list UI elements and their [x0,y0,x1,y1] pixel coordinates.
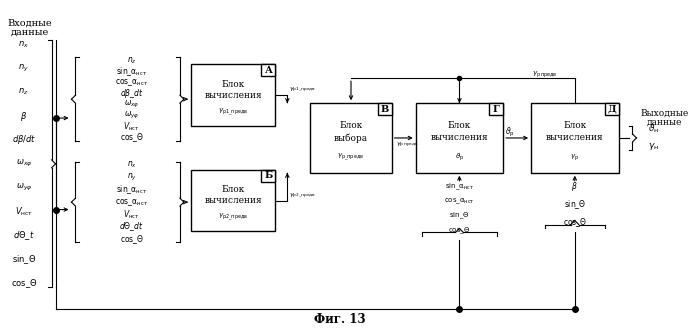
Text: Б: Б [265,171,272,180]
Text: $d\beta/dt$: $d\beta/dt$ [12,133,36,147]
Text: $\rm sin\_\alpha_{\rm нст}$: $\rm sin\_\alpha_{\rm нст}$ [445,181,474,192]
Bar [310,103,392,173]
Text: $\vartheta_{\rm р}$: $\vartheta_{\rm р}$ [505,125,515,138]
Text: $\rm cos\_\Theta$: $\rm cos\_\Theta$ [448,225,470,236]
Bar [604,103,618,115]
Text: $\gamma_{\rm р2\_предв}$: $\gamma_{\rm р2\_предв}$ [289,192,316,200]
Text: $n_x$: $n_x$ [18,39,29,50]
Text: выбора: выбора [334,133,368,143]
Text: $V_{\rm нст}$: $V_{\rm нст}$ [124,121,140,133]
Text: $\rm cos\_\alpha_{\rm нст}$: $\rm cos\_\alpha_{\rm нст}$ [115,77,148,88]
Text: $\rm sin\_\alpha_{\rm нст}$: $\rm sin\_\alpha_{\rm нст}$ [116,183,147,196]
Text: Блок: Блок [448,121,471,130]
Bar [531,103,618,173]
Text: вычисления: вычисления [205,91,262,100]
Text: $\rm sin\_\Theta$: $\rm sin\_\Theta$ [564,198,586,211]
Text: данные: данные [646,117,682,127]
Text: $\gamma_{\rm р\_предв}$: $\gamma_{\rm р\_предв}$ [337,152,364,163]
Text: $d\beta\_dt$: $d\beta\_dt$ [120,87,144,100]
Text: $\rm cos\_\Theta$: $\rm cos\_\Theta$ [563,216,587,229]
Text: $n_z$: $n_z$ [18,87,29,97]
Text: $\vartheta_{\rm н}$: $\vartheta_{\rm н}$ [648,123,660,135]
Text: $\rm cos\_\Theta$: $\rm cos\_\Theta$ [10,277,37,290]
Text: $\gamma_{\rm н}$: $\gamma_{\rm н}$ [648,141,660,153]
Text: $n_y$: $n_y$ [18,63,29,74]
Bar [262,64,276,76]
Text: $\gamma_{\rm р2\_предв}$: $\gamma_{\rm р2\_предв}$ [218,212,248,223]
Text: $\omega_{y\varphi}$: $\omega_{y\varphi}$ [124,110,139,121]
Text: $\gamma_{\rm р1\_предв}$: $\gamma_{\rm р1\_предв}$ [218,107,248,118]
Text: В: В [380,105,389,113]
Bar [378,103,392,115]
Text: $\rm cos\_\alpha_{\rm нст}$: $\rm cos\_\alpha_{\rm нст}$ [115,197,148,208]
Text: вычисления: вычисления [431,133,488,142]
Bar [191,64,276,126]
Text: $\gamma_{\rm р}$: $\gamma_{\rm р}$ [570,152,579,163]
Text: Фиг. 13: Фиг. 13 [314,313,366,325]
Text: $\omega_{x\varphi}$: $\omega_{x\varphi}$ [124,99,139,110]
Text: вычисления: вычисления [546,133,604,142]
Text: $n_y$: $n_y$ [126,172,137,183]
Text: Блок: Блок [221,80,245,89]
Text: $V_{\rm нст}$: $V_{\rm нст}$ [15,205,33,218]
Text: $\rm sin\_\Theta$: $\rm sin\_\Theta$ [12,253,36,266]
Text: Блок: Блок [339,121,363,130]
Text: $\omega_{x\varphi}$: $\omega_{x\varphi}$ [15,158,32,169]
Text: $\rm cos\_\Theta$: $\rm cos\_\Theta$ [119,233,144,246]
Text: $\beta$: $\beta$ [20,110,27,123]
Text: $\rm sin\_\alpha_{\rm нст}$: $\rm sin\_\alpha_{\rm нст}$ [116,65,147,78]
Text: Г: Г [493,105,500,113]
Text: Блок: Блок [221,185,245,194]
Text: $\gamma_{\rm р1\_предв}$: $\gamma_{\rm р1\_предв}$ [289,86,316,94]
Text: Входные: Входные [8,19,52,28]
Text: данные: данные [10,28,49,37]
Bar [191,170,276,232]
Text: Выходные: Выходные [640,109,688,118]
Text: $\rm cos\_\Theta$: $\rm cos\_\Theta$ [119,132,144,144]
Text: $n_x$: $n_x$ [126,160,137,170]
Text: $\omega_{y\varphi}$: $\omega_{y\varphi}$ [15,182,32,193]
Text: $\vartheta_{\rm р}$: $\vartheta_{\rm р}$ [455,152,464,163]
Text: $\rm sin\_\Theta$: $\rm sin\_\Theta$ [449,211,470,221]
Text: Д: Д [607,105,616,113]
Text: $n_z$: $n_z$ [127,55,137,66]
Text: $d\Theta\_dt$: $d\Theta\_dt$ [119,221,144,233]
Bar [415,103,503,173]
Text: $d\Theta\_t$: $d\Theta\_t$ [13,229,34,242]
Text: Блок: Блок [563,121,586,130]
Text: А: А [265,66,272,75]
Text: $V_{\rm нст}$: $V_{\rm нст}$ [124,208,140,221]
Text: $\gamma_{\rm р\,предв}$: $\gamma_{\rm р\,предв}$ [396,140,419,150]
Text: $\beta$: $\beta$ [572,180,578,193]
Bar [489,103,503,115]
Text: вычисления: вычисления [205,196,262,205]
Bar [262,170,276,182]
Text: $\rm cos\_\alpha_{\rm нст}$: $\rm cos\_\alpha_{\rm нст}$ [444,196,475,206]
Text: $\gamma_{\rm р\,предв}$: $\gamma_{\rm р\,предв}$ [533,69,558,80]
